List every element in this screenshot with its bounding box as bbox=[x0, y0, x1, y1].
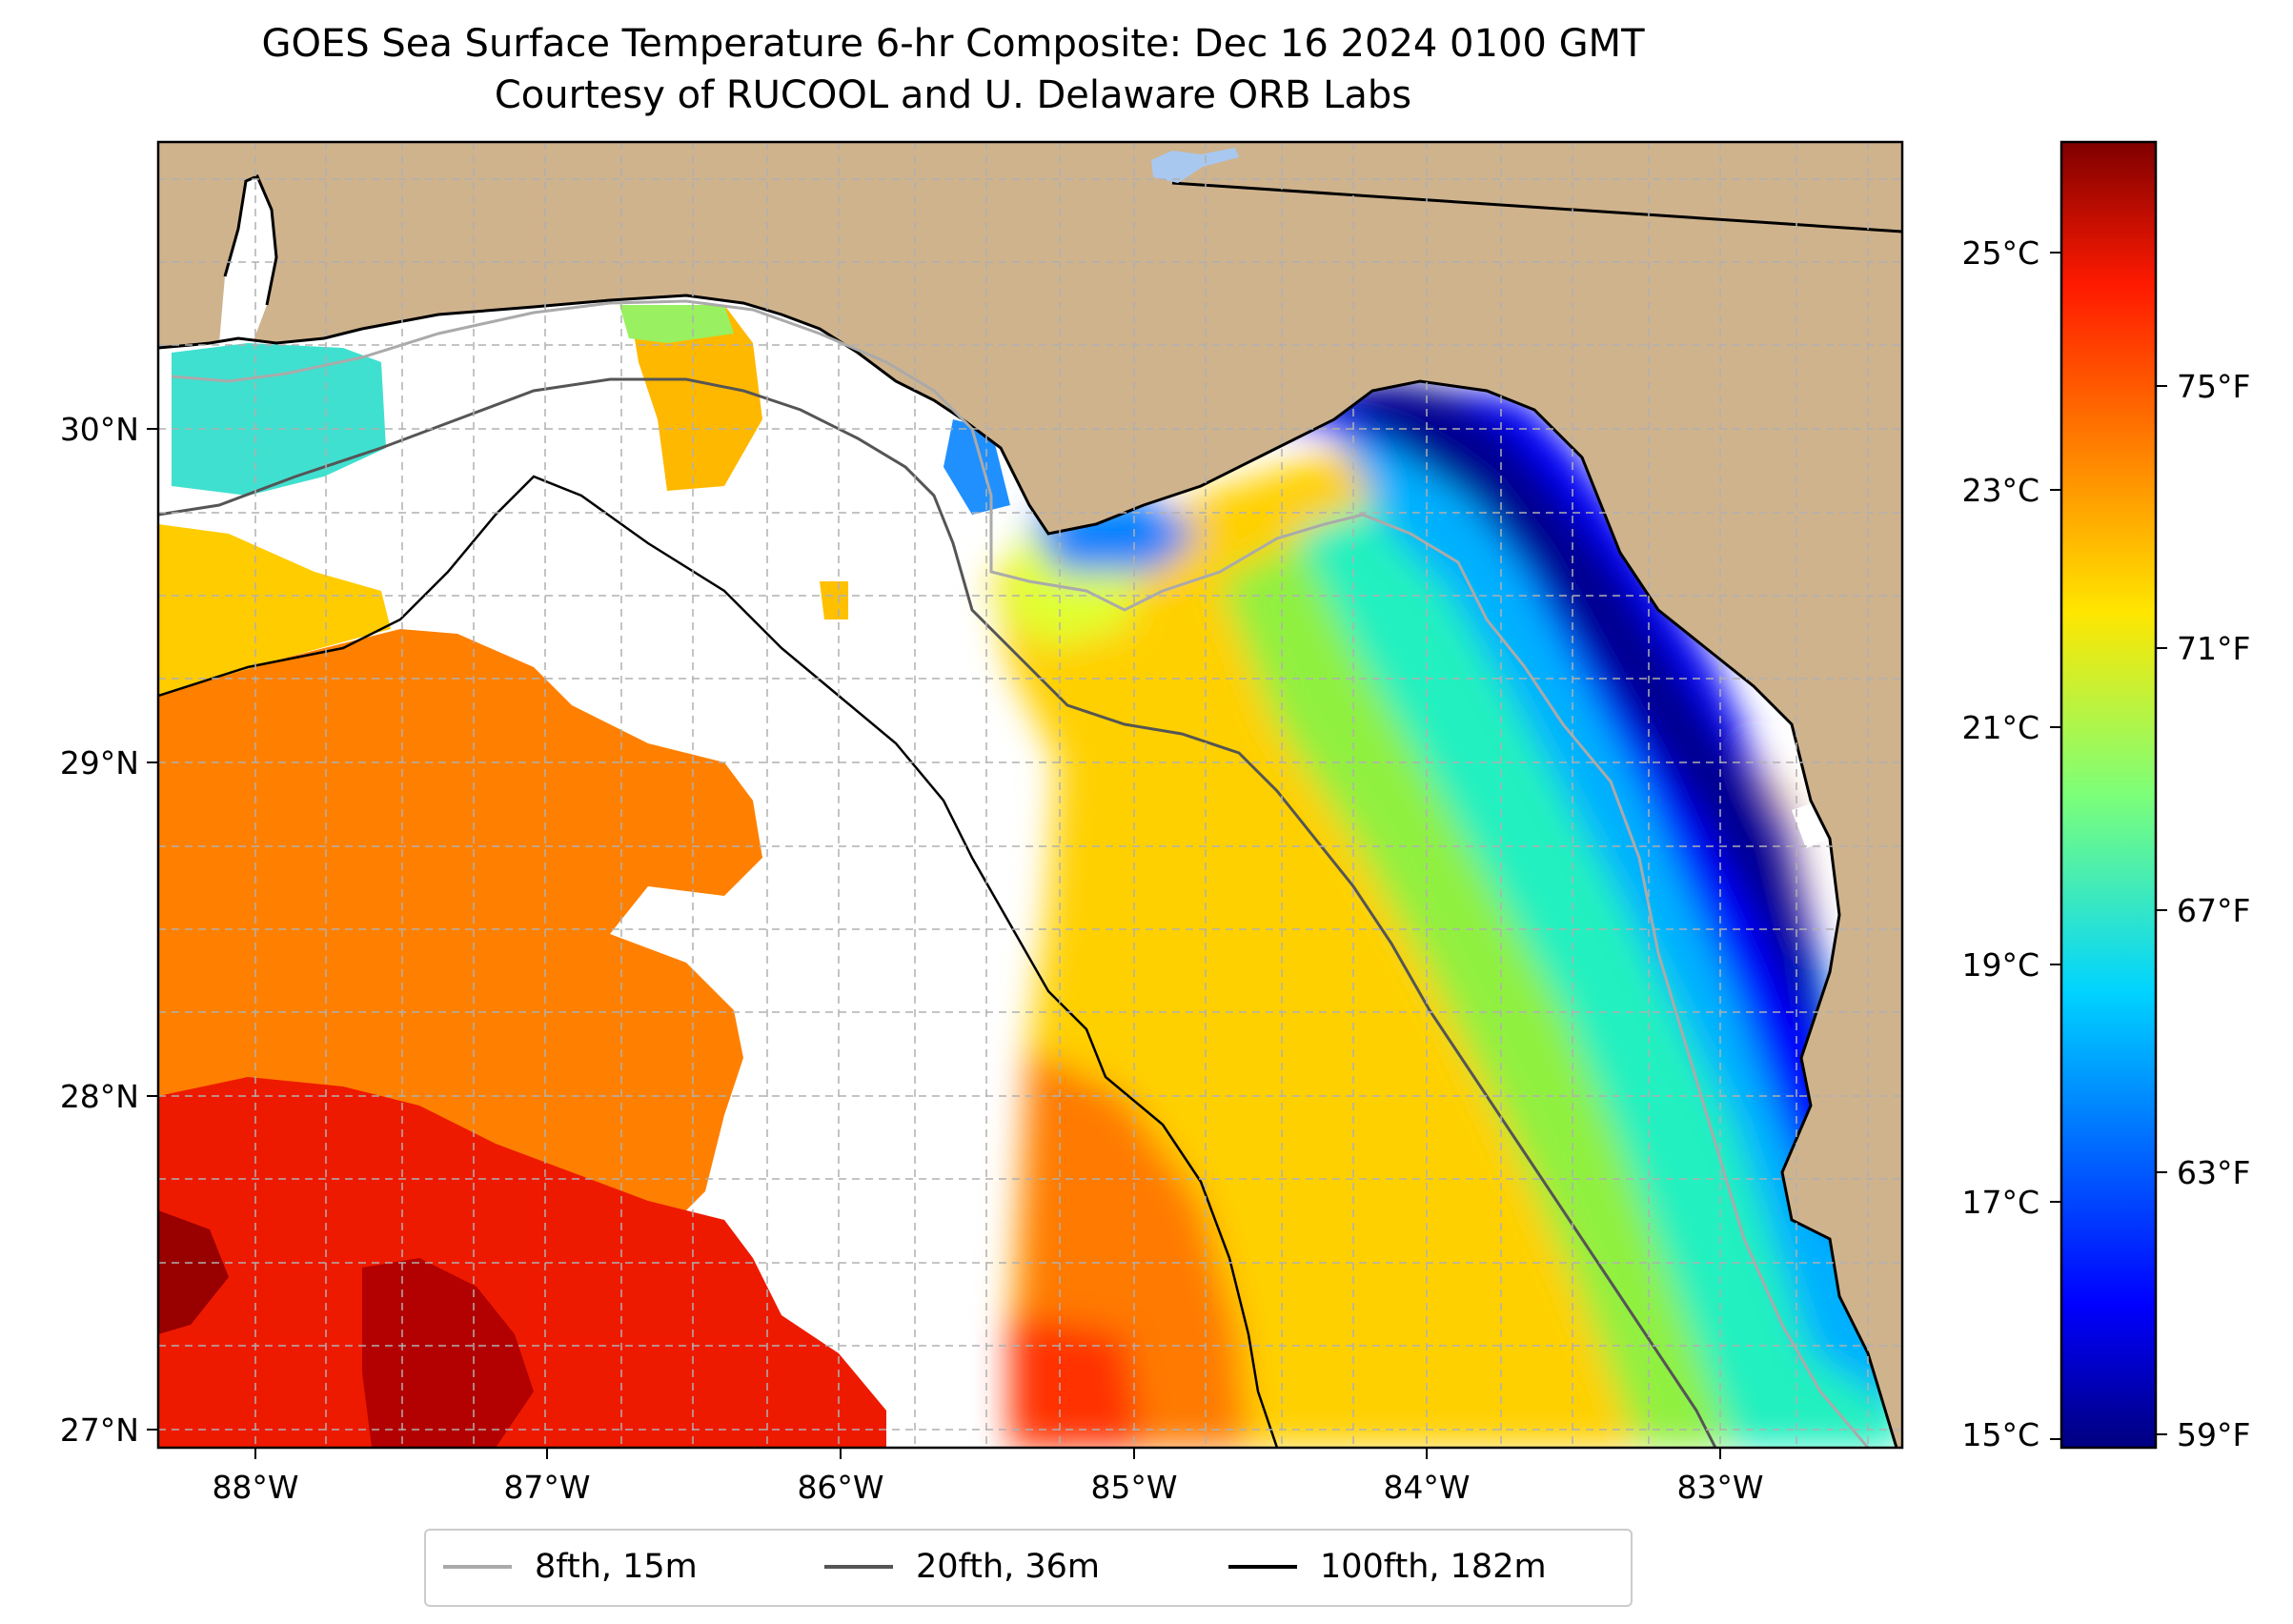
legend-label: 20fth, 36m bbox=[916, 1548, 1101, 1586]
colorbar-fahrenheit-label: 63°F bbox=[2177, 1154, 2250, 1191]
lon-tick-label: 85°W bbox=[1090, 1469, 1177, 1506]
colorbar-celsius-label: 25°C bbox=[1961, 234, 2039, 272]
isobath-8fth bbox=[171, 299, 1870, 1448]
lon-tick-label: 88°W bbox=[212, 1469, 298, 1506]
colorbar-celsius-label: 23°C bbox=[1961, 472, 2039, 509]
legend-item-8fth: 8fth, 15m bbox=[443, 1548, 698, 1586]
colorbar-celsius-label: 17°C bbox=[1961, 1184, 2039, 1221]
colorbar bbox=[2060, 140, 2158, 1450]
colorbar-fahrenheit-label: 71°F bbox=[2177, 630, 2250, 667]
lon-tick-label: 87°W bbox=[503, 1469, 590, 1506]
colorbar-celsius-label: 21°C bbox=[1961, 709, 2039, 746]
lon-tick-label: 84°W bbox=[1383, 1469, 1470, 1506]
sst-data-layer bbox=[158, 262, 1902, 1448]
colorbar-celsius-label: 15°C bbox=[1961, 1416, 2039, 1453]
isobath-100fth bbox=[158, 475, 1279, 1448]
colorbar-fahrenheit-label: 67°F bbox=[2177, 892, 2250, 929]
coastline bbox=[158, 294, 1898, 1448]
lon-tick-label: 83°W bbox=[1676, 1469, 1763, 1506]
legend-label: 8fth, 15m bbox=[535, 1548, 698, 1586]
lat-tick-label: 27°N bbox=[60, 1411, 139, 1449]
lat-tick-label: 28°N bbox=[60, 1078, 139, 1115]
legend-swatch bbox=[1228, 1565, 1297, 1569]
colorbar-celsius-label: 19°C bbox=[1961, 946, 2039, 984]
legend: 8fth, 15m 20fth, 36m 100fth, 182m bbox=[424, 1529, 1633, 1607]
colorbar-fahrenheit-label: 59°F bbox=[2177, 1416, 2250, 1453]
land-area bbox=[158, 142, 1902, 1448]
legend-swatch bbox=[443, 1565, 512, 1569]
isobath-20fth bbox=[158, 377, 1717, 1448]
legend-label: 100fth, 182m bbox=[1320, 1548, 1547, 1586]
colorbar-fahrenheit-label: 75°F bbox=[2177, 368, 2250, 405]
legend-item-100fth: 100fth, 182m bbox=[1228, 1548, 1547, 1586]
map-frame bbox=[156, 140, 1904, 1450]
gridlines bbox=[158, 142, 1902, 1448]
lat-tick-label: 30°N bbox=[60, 411, 139, 448]
lon-tick-label: 86°W bbox=[797, 1469, 883, 1506]
chart-subtitle: Courtesy of RUCOOL and U. Delaware ORB L… bbox=[494, 73, 1412, 117]
lat-tick-label: 29°N bbox=[60, 744, 139, 782]
legend-item-20fth: 20fth, 36m bbox=[824, 1548, 1100, 1586]
legend-swatch bbox=[824, 1565, 893, 1569]
chart-title: GOES Sea Surface Temperature 6-hr Compos… bbox=[261, 22, 1645, 66]
